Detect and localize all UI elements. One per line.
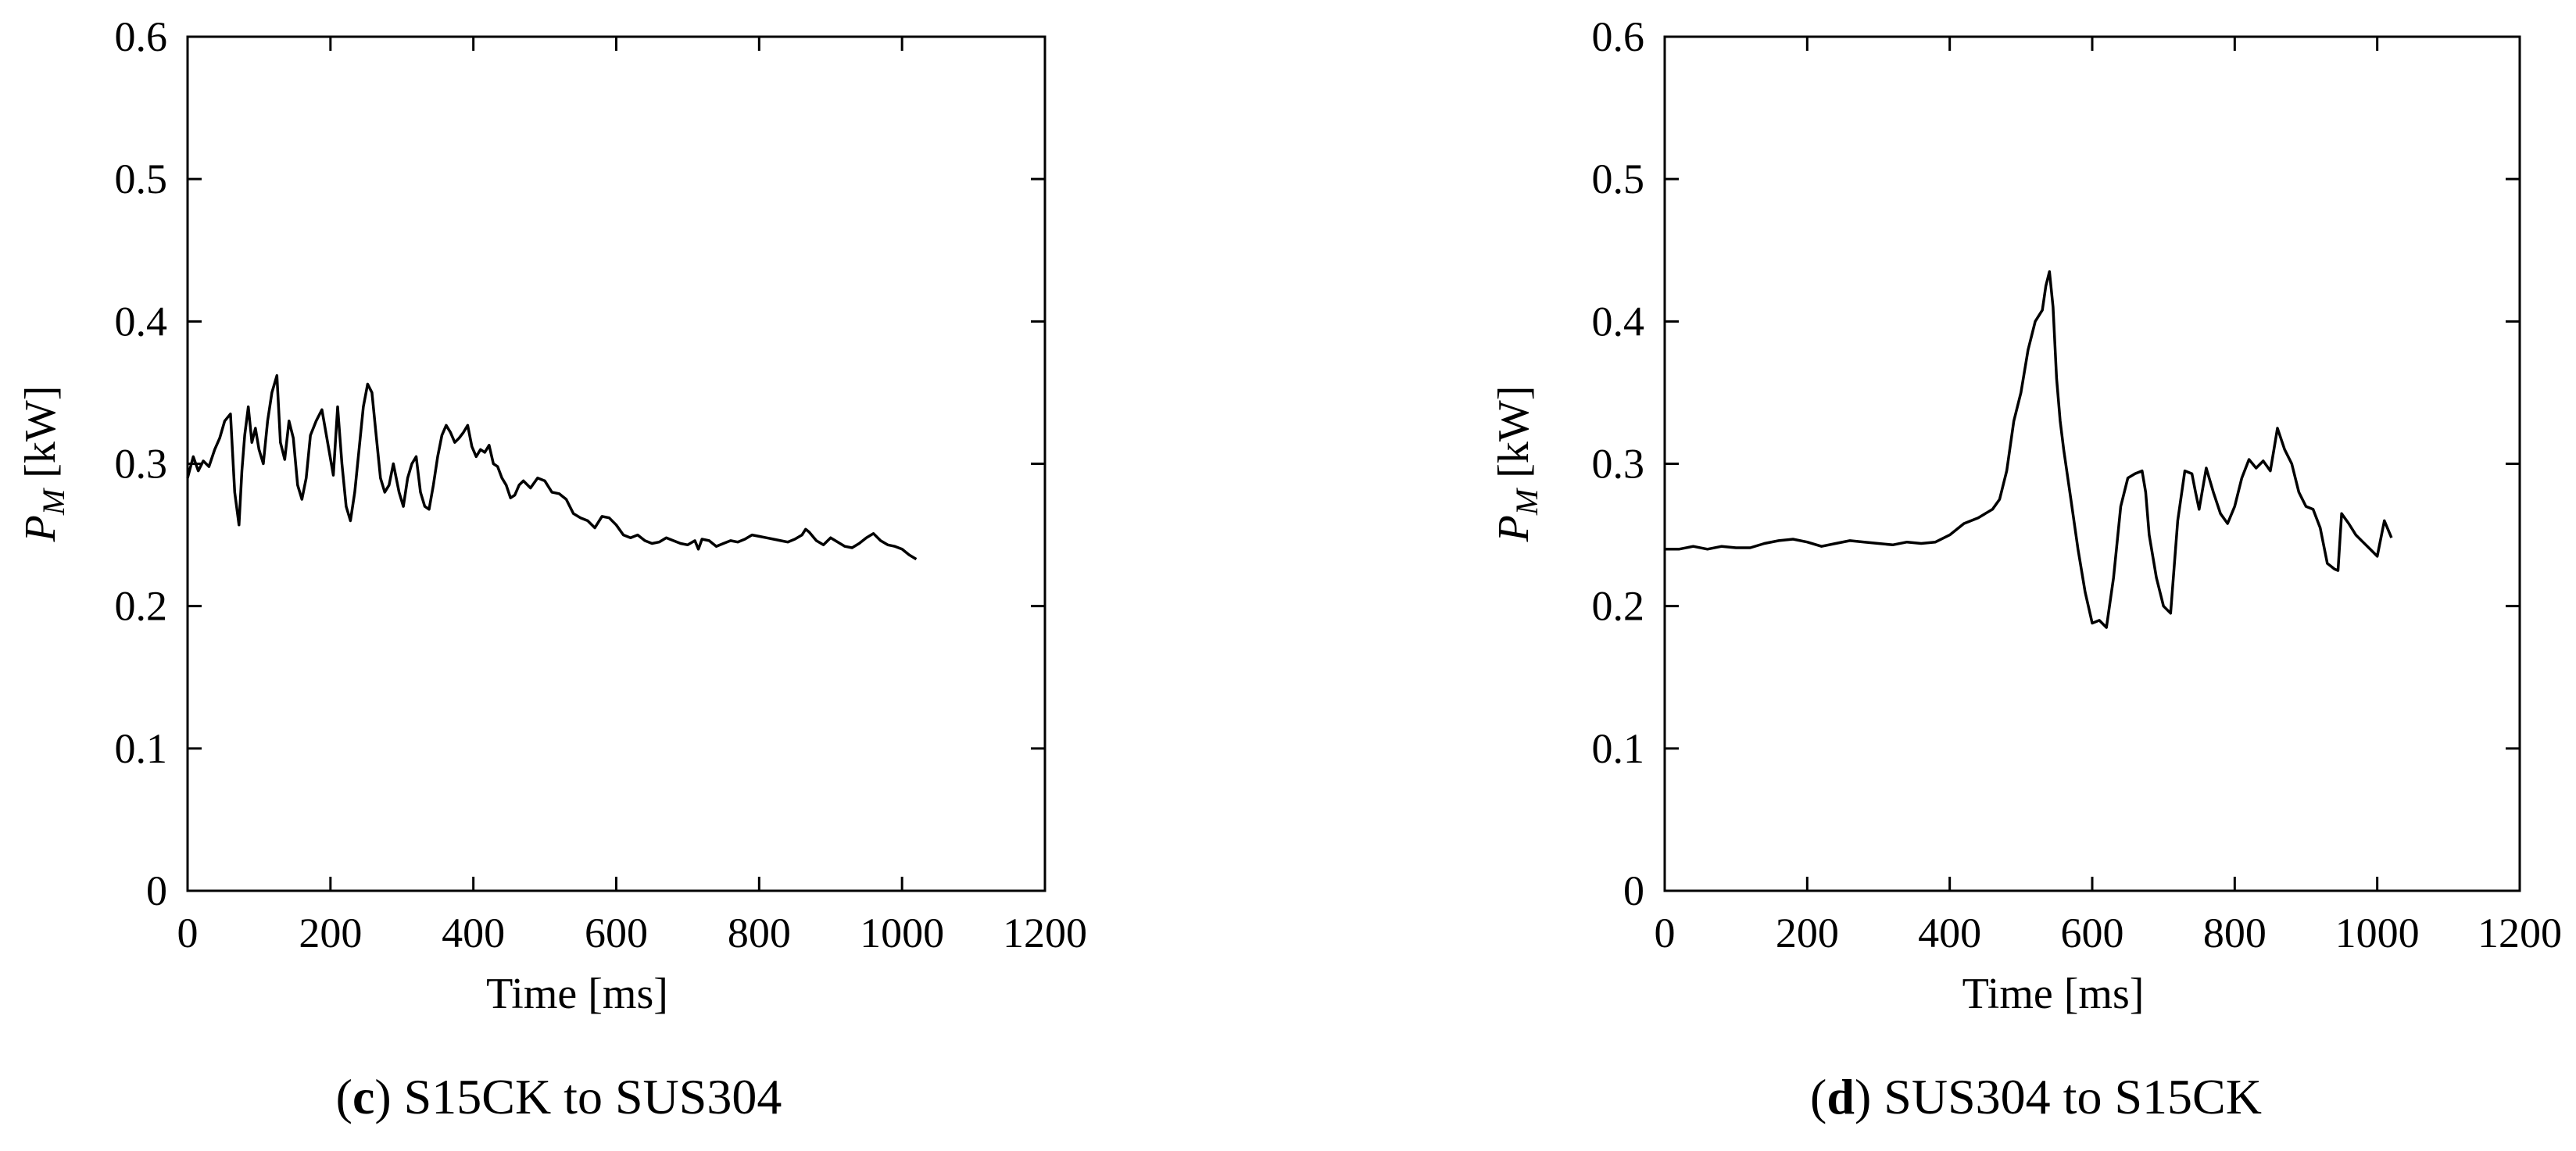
chart-c-x-tick-label: 1000 — [860, 910, 944, 956]
chart-c-x-tick-label: 1200 — [1003, 910, 1087, 956]
chart-d-y-axis-unit: [kW] — [1490, 386, 1538, 489]
chart-c-x-tick-label: 400 — [442, 910, 505, 956]
chart-c-x-tick-label: 600 — [585, 910, 648, 956]
chart-d-y-tick-label: 0.3 — [1592, 441, 1645, 488]
chart-d-series-line-0 — [1665, 270, 2393, 629]
chart-c-y-axis-symbol: P — [16, 515, 65, 542]
chart-d-x-tick-label: 600 — [2061, 910, 2124, 956]
chart-d-plot-frame — [1663, 35, 2521, 892]
chart-panel-d: 0 200 400 600 800 1000 1200 0 0.1 0.2 0.3 0.4 0.5 0.6… — [1490, 13, 2562, 1124]
chart-d-caption-close-paren: ) — [1855, 1069, 1884, 1124]
chart-d-y-tick-label: 0.6 — [1592, 13, 1645, 60]
chart-c-y-tick-label: 0.4 — [115, 298, 168, 345]
chart-d-x-tick-label: 1200 — [2478, 910, 2562, 956]
chart-c-series-line-0 — [186, 374, 918, 561]
chart-d-y-axis-label: PM [kW] — [1490, 386, 1544, 543]
chart-c-caption-text: S15CK to SUS304 — [404, 1069, 782, 1124]
chart-c-x-tick-label: 200 — [299, 910, 362, 956]
chart-c-y-tick-label: 0.5 — [115, 155, 168, 202]
chart-c-caption-open-paren: ( — [336, 1069, 352, 1124]
chart-d-y-tick-label: 0 — [1623, 867, 1644, 914]
chart-d-y-tick-label: 0.1 — [1592, 725, 1645, 772]
chart-d-caption-letter: d — [1826, 1069, 1855, 1124]
chart-c-x-tick-label: 0 — [177, 910, 199, 956]
chart-panel-c: 0 200 400 600 800 1000 1200 0 0.1 0.2 0.3 0.4 0.5 0.6… — [16, 13, 1087, 1124]
chart-d-x-tick-label: 400 — [1918, 910, 1981, 956]
chart-d-y-tick-label: 0.2 — [1592, 583, 1645, 630]
chart-d-caption-open-paren: ( — [1810, 1069, 1826, 1124]
chart-d-caption-text: SUS304 to S15CK — [1884, 1069, 2262, 1124]
chart-c-y-axis-label: PM [kW] — [16, 386, 71, 543]
chart-c-x-tick-label: 800 — [728, 910, 791, 956]
chart-d-caption: (d) SUS304 to S15CK — [1810, 1069, 2262, 1124]
chart-c-y-tick-label: 0.3 — [115, 441, 168, 488]
chart-c-plot-frame — [186, 35, 1046, 892]
chart-d-x-tick-label: 800 — [2203, 910, 2267, 956]
chart-c-caption-letter: c — [352, 1069, 374, 1124]
chart-d-y-tick-label: 0.5 — [1592, 155, 1645, 202]
chart-c-y-tick-label: 0 — [146, 867, 167, 914]
chart-d-y-axis-symbol: P — [1490, 515, 1538, 542]
chart-c-y-axis-subscript: M — [36, 487, 71, 516]
chart-c-x-axis-label: Time [ms] — [486, 970, 668, 1018]
chart-c-y-axis-unit: [kW] — [16, 386, 65, 489]
chart-d-x-axis-label: Time [ms] — [1962, 970, 2145, 1018]
chart-c-y-tick-label: 0.2 — [115, 583, 168, 630]
chart-c-caption-close-paren: ) — [374, 1069, 403, 1124]
chart-c-y-tick-label: 0.1 — [115, 725, 168, 772]
chart-d-x-tick-label: 200 — [1776, 910, 1839, 956]
chart-c-caption: (c) S15CK to SUS304 — [336, 1069, 782, 1124]
chart-d-x-tick-label: 0 — [1655, 910, 1676, 956]
chart-d-x-tick-label: 1000 — [2335, 910, 2420, 956]
chart-d-y-tick-label: 0.4 — [1592, 298, 1645, 345]
chart-d-y-axis-subscript: M — [1509, 487, 1544, 516]
chart-c-y-tick-label: 0.6 — [115, 13, 168, 60]
